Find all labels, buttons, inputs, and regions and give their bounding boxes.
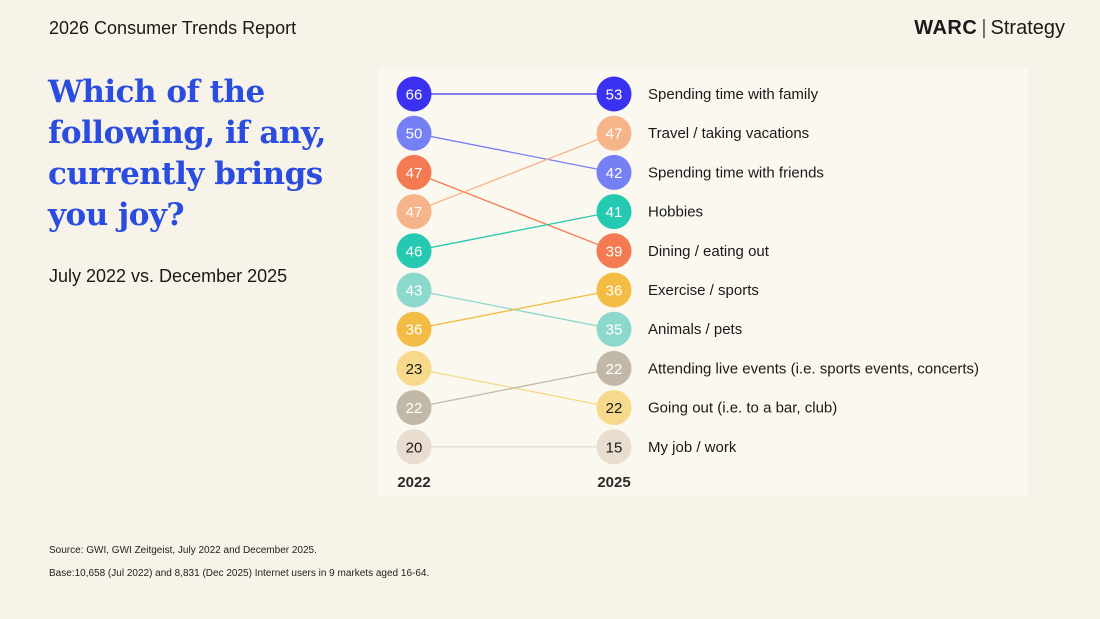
data-label: 42 — [606, 165, 623, 182]
data-label: 47 — [406, 204, 423, 221]
slope-line — [413, 289, 615, 330]
value-marker — [396, 390, 432, 426]
base-note: Base:10,658 (Jul 2022) and 8,831 (Dec 20… — [49, 568, 430, 579]
data-label: 36 — [606, 283, 623, 300]
data-label: 47 — [406, 165, 423, 182]
slope-line — [413, 210, 615, 252]
data-label: 66 — [406, 87, 423, 104]
source-note: Source: GWI, GWI Zeitgeist, July 2022 an… — [49, 545, 317, 556]
series-label: Dining / eating out — [648, 243, 770, 260]
value-marker — [596, 311, 632, 347]
subtitle: July 2022 vs. December 2025 — [49, 266, 288, 286]
data-label: 22 — [606, 400, 623, 417]
data-label: 35 — [606, 322, 623, 339]
brand-section: Strategy — [990, 17, 1065, 39]
slope-line — [413, 132, 615, 213]
value-marker — [396, 115, 432, 151]
series-label: Animals / pets — [648, 321, 742, 338]
value-marker — [596, 154, 632, 190]
value-marker — [596, 233, 632, 269]
slope-line — [413, 132, 615, 174]
question-title: Which of the following, if any, currentl… — [48, 74, 326, 233]
x-tick-label: 2022 — [397, 474, 430, 491]
value-marker — [396, 233, 432, 269]
data-label: 22 — [406, 400, 423, 417]
data-label: 36 — [406, 322, 423, 339]
value-marker — [396, 76, 432, 112]
series-label: Exercise / sports — [648, 282, 759, 299]
data-label: 47 — [606, 126, 623, 143]
chart-panel — [378, 68, 1028, 496]
report-title: 2026 Consumer Trends Report — [49, 18, 297, 38]
data-label: 22 — [606, 361, 623, 378]
series-label: Attending live events (i.e. sports event… — [648, 360, 979, 377]
value-marker — [396, 350, 432, 386]
value-marker — [396, 311, 432, 347]
series-label: Travel / taking vacations — [648, 125, 809, 142]
data-label: 50 — [406, 126, 423, 143]
value-marker — [596, 76, 632, 112]
brand-logo: WARC | Strategy — [914, 17, 1065, 39]
data-label: 46 — [406, 243, 423, 260]
data-label: 53 — [606, 87, 623, 104]
series-label: Spending time with friends — [648, 164, 824, 181]
series-label: Spending time with family — [648, 86, 819, 103]
data-label: 20 — [406, 439, 423, 456]
series-label: My job / work — [648, 439, 737, 456]
value-marker — [396, 429, 432, 465]
brand-name: WARC — [914, 17, 978, 39]
series-label: Hobbies — [648, 204, 703, 221]
series-label: Going out (i.e. to a bar, club) — [648, 400, 837, 417]
data-label: 43 — [406, 283, 423, 300]
data-label: 23 — [406, 361, 423, 378]
data-label: 41 — [606, 204, 623, 221]
value-marker — [396, 194, 432, 230]
value-marker — [596, 390, 632, 426]
data-label: 15 — [606, 439, 623, 456]
value-marker — [396, 154, 432, 190]
data-label: 39 — [606, 243, 623, 260]
value-marker — [596, 350, 632, 386]
x-tick-label: 2025 — [597, 474, 630, 491]
value-marker — [596, 194, 632, 230]
slope-line — [413, 171, 615, 252]
value-marker — [596, 115, 632, 151]
value-marker — [396, 272, 432, 308]
slope-line — [413, 367, 615, 409]
value-marker — [596, 272, 632, 308]
value-marker — [596, 429, 632, 465]
